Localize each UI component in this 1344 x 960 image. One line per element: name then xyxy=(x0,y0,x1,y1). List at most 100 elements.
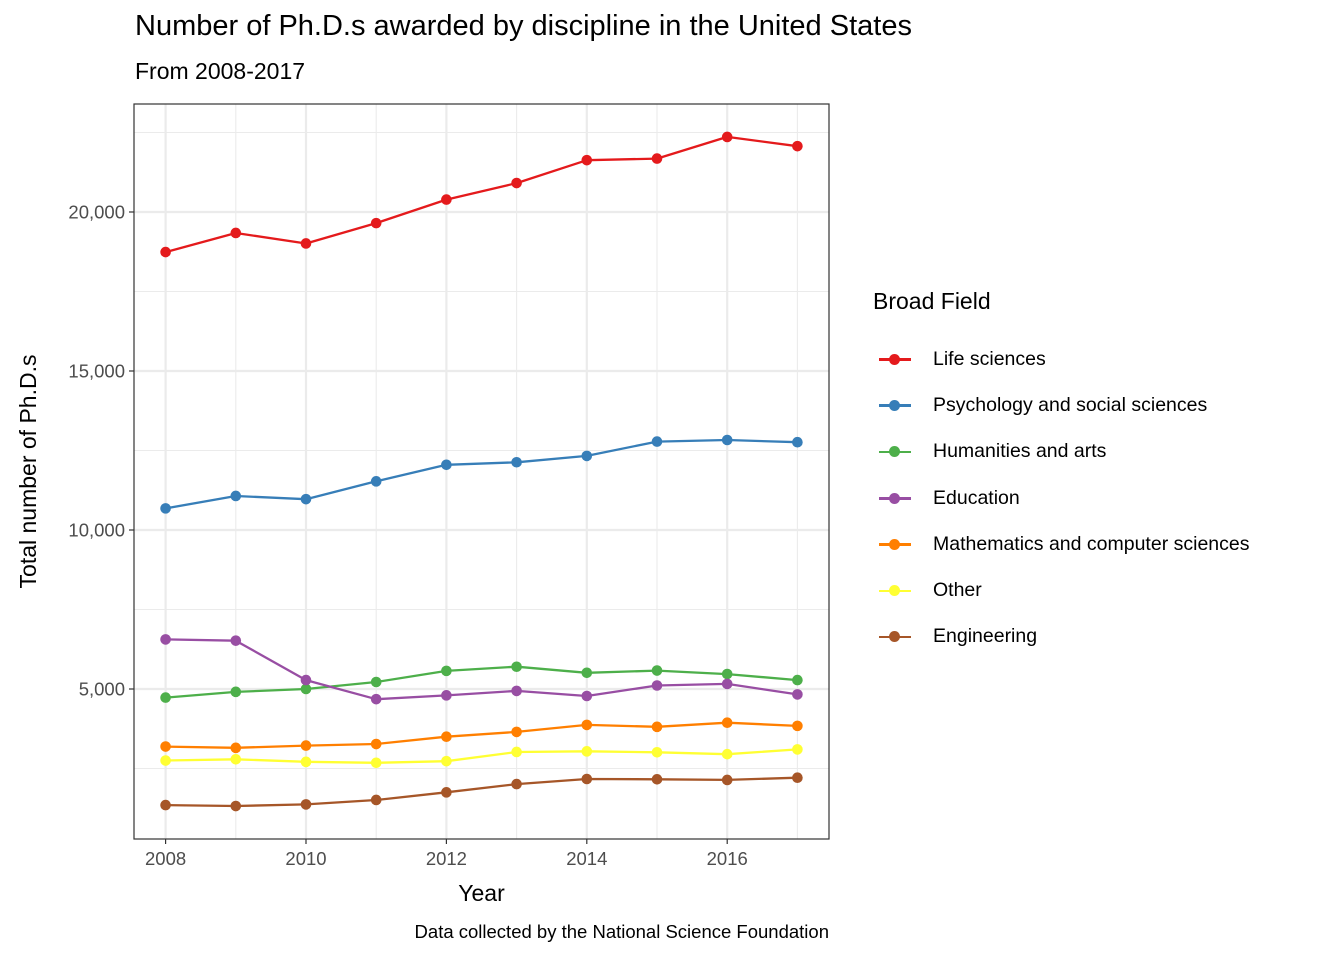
legend-item: Engineering xyxy=(873,614,1249,660)
data-point xyxy=(160,741,171,752)
data-point xyxy=(160,799,171,811)
data-point xyxy=(651,680,663,691)
data-point xyxy=(792,744,803,755)
data-point xyxy=(230,635,242,646)
series-line-engineering xyxy=(165,776,798,808)
series-line-humanities-and-arts xyxy=(165,665,798,699)
data-point xyxy=(511,177,522,189)
data-point xyxy=(300,493,312,505)
y-axis-title: Total number of Ph.D.s xyxy=(15,355,41,589)
data-point xyxy=(441,731,452,742)
data-point xyxy=(721,748,733,760)
y-tick-label: 20,000 xyxy=(68,201,125,222)
data-point xyxy=(441,459,452,471)
legend-label: Education xyxy=(933,486,1020,509)
data-point xyxy=(300,674,312,686)
data-point xyxy=(370,757,382,769)
x-tick-label: 2016 xyxy=(707,848,748,869)
legend-label: Mathematics and computer sciences xyxy=(933,532,1250,555)
legend-key-icon xyxy=(873,349,917,369)
data-point xyxy=(441,665,452,677)
data-point xyxy=(721,434,733,446)
data-point xyxy=(441,690,452,701)
legend: Life sciences Psychology and social scien… xyxy=(873,336,1249,660)
chart-subtitle: From 2008-2017 xyxy=(135,58,306,84)
data-point xyxy=(441,194,452,205)
data-point xyxy=(230,753,242,765)
data-point xyxy=(651,153,663,164)
legend-item: Other xyxy=(873,567,1249,613)
data-point xyxy=(300,756,312,768)
data-point xyxy=(792,720,803,732)
data-point xyxy=(370,693,382,705)
x-tick-label: 2010 xyxy=(285,848,326,869)
data-point xyxy=(511,746,522,758)
data-point xyxy=(230,686,242,698)
data-point xyxy=(370,676,382,688)
chart-caption: Data collected by the National Science F… xyxy=(414,921,829,942)
data-point xyxy=(651,665,663,676)
legend-label: Life sciences xyxy=(933,347,1046,370)
legend-key-icon xyxy=(873,488,917,508)
legend-item: Psychology and social sciences xyxy=(873,382,1249,428)
y-axis: 5,000 10,000 15,000 20,000 xyxy=(68,201,134,699)
legend-label: Psychology and social sciences xyxy=(933,393,1208,416)
legend-item: Mathematics and computer sciences xyxy=(873,521,1249,567)
data-point xyxy=(511,456,522,468)
series-line-psychology-and-social-sciences xyxy=(165,438,798,510)
legend-label: Engineering xyxy=(933,625,1038,648)
series-line-other xyxy=(165,748,798,764)
y-tick-label: 5,000 xyxy=(79,678,125,699)
minor-gridlines xyxy=(134,104,829,839)
data-point xyxy=(792,674,803,686)
y-tick-label: 15,000 xyxy=(68,360,125,381)
data-point xyxy=(581,690,593,702)
data-point xyxy=(651,721,663,733)
data-point xyxy=(511,726,522,738)
series-lines xyxy=(165,135,798,808)
y-tick-label: 10,000 xyxy=(68,519,125,540)
x-tick-label: 2014 xyxy=(566,848,607,869)
data-point xyxy=(581,773,593,785)
data-point xyxy=(651,746,663,758)
data-point xyxy=(160,246,171,258)
legend-key-icon xyxy=(873,442,917,462)
data-point xyxy=(160,755,171,766)
data-point xyxy=(792,689,803,700)
x-tick-label: 2012 xyxy=(426,848,467,869)
x-axis-title: Year xyxy=(458,880,505,906)
data-point xyxy=(511,685,522,697)
panel-border xyxy=(133,103,830,840)
data-point xyxy=(370,217,382,229)
data-point xyxy=(721,774,733,786)
data-point xyxy=(441,787,452,798)
series-line-life-sciences xyxy=(165,135,798,254)
data-point xyxy=(370,738,382,750)
legend-label: Other xyxy=(933,579,982,602)
data-point xyxy=(230,490,242,502)
data-point xyxy=(581,746,593,757)
data-point xyxy=(230,800,242,812)
data-point xyxy=(160,634,171,645)
series-points xyxy=(160,131,803,812)
x-tick-label: 2008 xyxy=(145,848,186,869)
series-line-mathematics-and-computer-sciences xyxy=(165,721,798,749)
legend-key-icon xyxy=(873,627,917,647)
data-point xyxy=(792,436,803,448)
data-point xyxy=(441,755,452,767)
data-point xyxy=(511,661,522,673)
legend-title: Broad Field xyxy=(873,288,991,314)
data-point xyxy=(300,238,312,249)
data-point xyxy=(721,668,733,680)
data-point xyxy=(300,683,312,695)
data-point xyxy=(581,450,593,462)
data-point xyxy=(230,742,242,754)
chart-title: Number of Ph.D.s awarded by discipline i… xyxy=(135,10,912,42)
major-gridlines xyxy=(134,104,829,839)
data-point xyxy=(370,794,382,806)
data-point xyxy=(370,476,382,487)
data-point xyxy=(300,799,312,810)
data-point xyxy=(581,154,593,166)
legend-label: Humanities and arts xyxy=(933,440,1107,463)
